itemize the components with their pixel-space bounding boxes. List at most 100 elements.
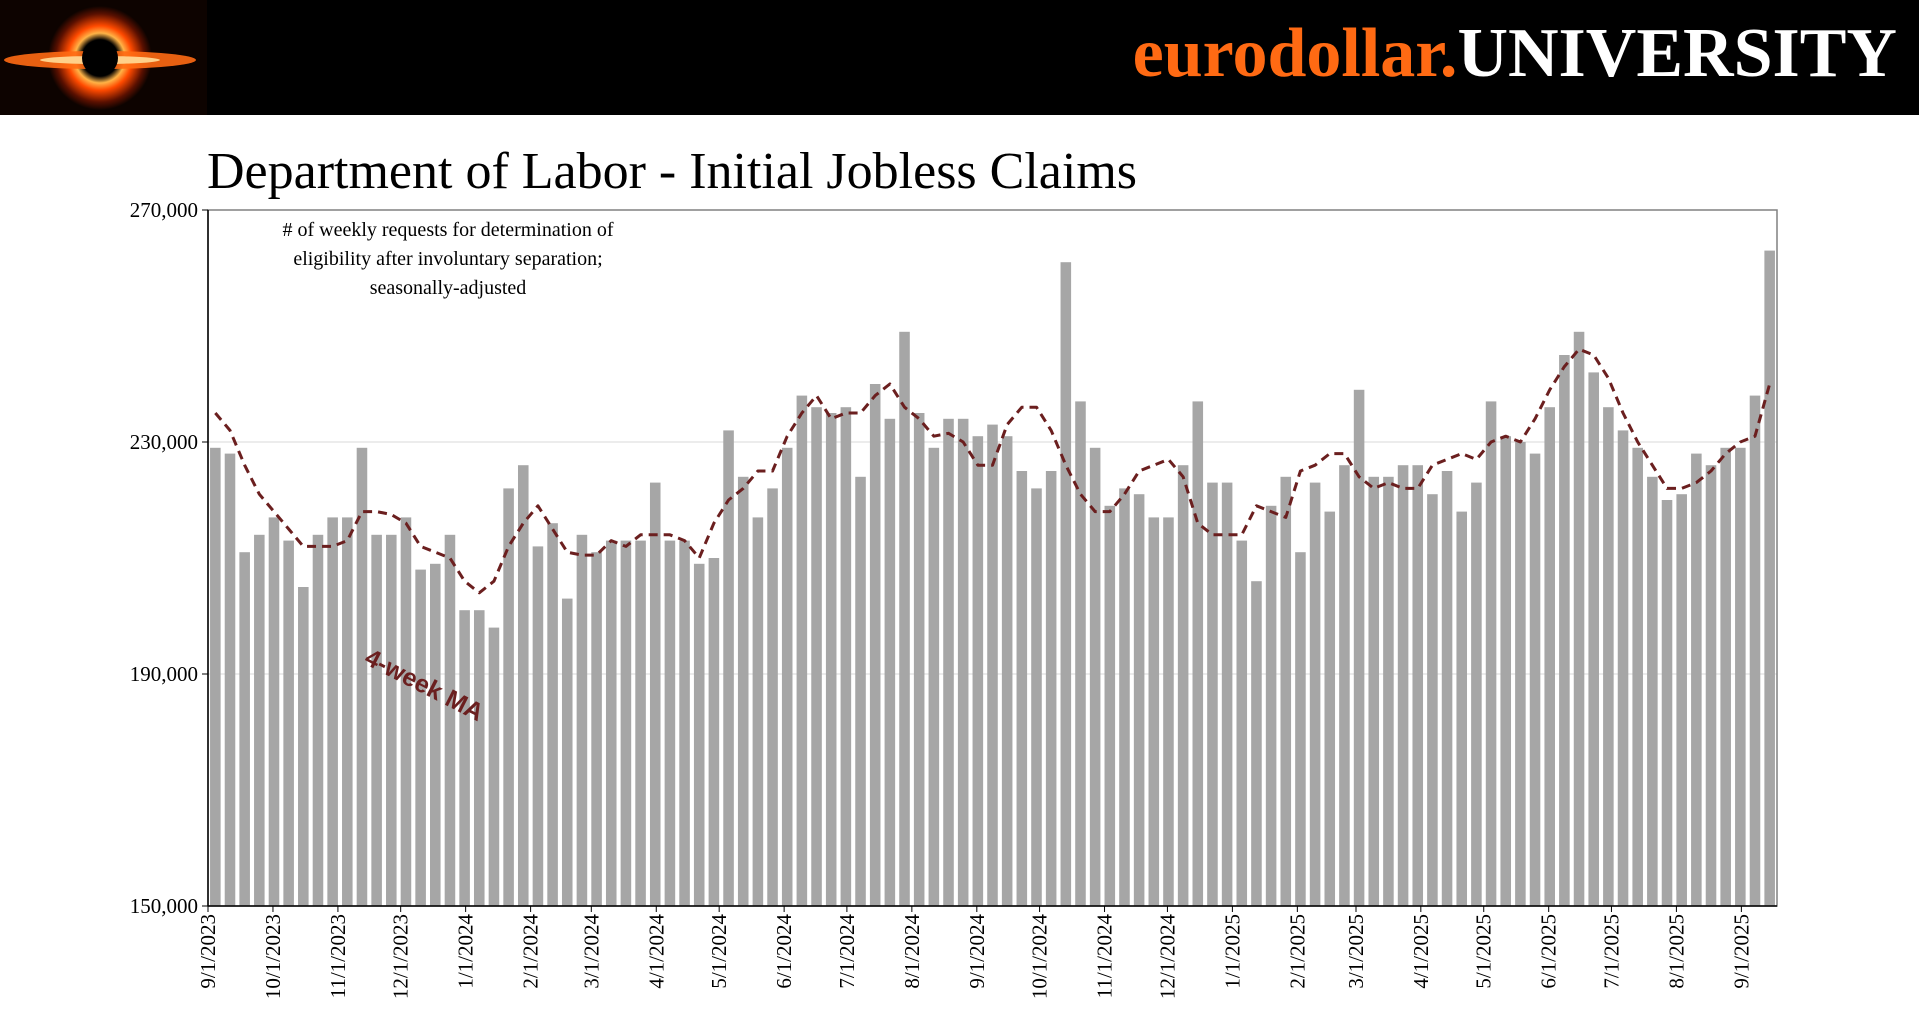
bar bbox=[1544, 407, 1555, 906]
x-tick-label: 8/1/2025 bbox=[1664, 914, 1688, 989]
bar bbox=[1324, 511, 1336, 906]
bar bbox=[327, 517, 338, 906]
bar bbox=[752, 517, 764, 906]
bar bbox=[708, 558, 720, 906]
bar bbox=[913, 413, 925, 906]
bar bbox=[1265, 505, 1277, 906]
bar bbox=[517, 465, 529, 906]
bar bbox=[1104, 505, 1116, 906]
x-tick-label: 11/1/2023 bbox=[326, 914, 350, 998]
y-tick-label: 270,000 bbox=[130, 198, 198, 222]
x-tick-label: 11/1/2024 bbox=[1093, 914, 1117, 999]
bar bbox=[899, 331, 910, 906]
x-tick-label: 10/1/2023 bbox=[261, 914, 285, 999]
bar bbox=[1617, 430, 1629, 906]
bar bbox=[1471, 482, 1482, 906]
x-tick-label: 2/1/2024 bbox=[519, 914, 543, 989]
bar bbox=[1045, 471, 1057, 906]
bar bbox=[840, 407, 852, 906]
black-hole-logo bbox=[0, 0, 207, 115]
bar bbox=[268, 517, 280, 906]
bar bbox=[532, 546, 544, 906]
bar bbox=[649, 482, 661, 906]
bar bbox=[1001, 436, 1013, 906]
x-tick-label: 12/1/2023 bbox=[389, 914, 413, 999]
bar bbox=[1573, 331, 1585, 906]
y-tick-label: 190,000 bbox=[130, 662, 198, 686]
moving-average-line bbox=[214, 347, 1772, 595]
bar bbox=[855, 476, 866, 906]
x-tick-label: 3/1/2025 bbox=[1344, 914, 1368, 989]
bar bbox=[503, 488, 514, 906]
bar bbox=[1221, 482, 1233, 906]
bar bbox=[605, 540, 617, 906]
chart-title: Department of Labor - Initial Jobless Cl… bbox=[207, 143, 1138, 200]
bar bbox=[386, 534, 397, 906]
bar bbox=[210, 447, 221, 906]
bar bbox=[1515, 442, 1526, 906]
bar bbox=[1559, 355, 1570, 906]
bar bbox=[1353, 389, 1365, 906]
bar bbox=[239, 552, 250, 906]
bar bbox=[1383, 476, 1394, 906]
bar bbox=[737, 476, 749, 906]
bar bbox=[1603, 407, 1614, 906]
annotation-line: # of weekly requests for determination o… bbox=[282, 219, 613, 241]
bar bbox=[635, 540, 646, 906]
bar bbox=[1075, 401, 1086, 906]
bar bbox=[1441, 471, 1453, 906]
x-tick-label: 6/1/2024 bbox=[772, 914, 796, 989]
bar bbox=[1251, 581, 1262, 906]
bar bbox=[1148, 517, 1160, 906]
bar bbox=[1691, 453, 1702, 906]
bar bbox=[342, 517, 353, 906]
bar bbox=[1529, 453, 1541, 906]
jobless-claims-chart: 150,000 190,000 230,000 270,000 9/1/2023 10/1… bbox=[130, 198, 1778, 1000]
bar bbox=[825, 413, 837, 906]
bar bbox=[928, 447, 940, 906]
bar bbox=[356, 447, 368, 906]
bar bbox=[1456, 511, 1468, 906]
bar bbox=[1412, 465, 1424, 906]
bar bbox=[723, 430, 734, 906]
x-tick-label: 10/1/2024 bbox=[1028, 914, 1052, 1000]
x-tick-label: 5/1/2025 bbox=[1472, 914, 1496, 989]
bar bbox=[1309, 482, 1321, 906]
annotation-line: seasonally-adjusted bbox=[370, 277, 527, 299]
bar bbox=[693, 563, 705, 906]
bar bbox=[1368, 476, 1380, 906]
x-tick-label: 1/1/2025 bbox=[1220, 914, 1244, 989]
bar bbox=[1192, 401, 1204, 906]
bar bbox=[224, 453, 236, 906]
bar bbox=[561, 598, 573, 906]
annotation-line: eligibility after involuntary separation… bbox=[293, 248, 602, 270]
bar bbox=[1280, 476, 1292, 906]
bar bbox=[664, 540, 676, 906]
bar bbox=[1236, 540, 1248, 906]
header-bar: eurodollar.UNIVERSITY bbox=[0, 0, 1919, 115]
bar bbox=[459, 610, 470, 906]
bar bbox=[1749, 395, 1761, 906]
bar bbox=[298, 587, 309, 906]
bar bbox=[620, 540, 632, 906]
bar bbox=[415, 569, 426, 906]
bar bbox=[767, 488, 778, 906]
x-tick-label: 6/1/2025 bbox=[1537, 914, 1561, 989]
x-tick-label: 3/1/2024 bbox=[579, 914, 603, 989]
bar bbox=[1119, 488, 1130, 906]
bar bbox=[547, 523, 558, 906]
bar bbox=[473, 610, 485, 906]
bar bbox=[254, 534, 265, 906]
bar bbox=[987, 424, 998, 906]
black-hole-icon bbox=[4, 6, 196, 110]
bar bbox=[1500, 436, 1512, 906]
bar bbox=[972, 436, 984, 906]
bar bbox=[283, 540, 294, 906]
x-tick-label: 8/1/2024 bbox=[900, 914, 924, 989]
x-tick-label: 4/1/2024 bbox=[644, 914, 668, 989]
bar bbox=[1397, 465, 1409, 906]
bar bbox=[1207, 482, 1218, 906]
bar bbox=[1089, 447, 1101, 906]
brand-part-university: UNIVERSITY bbox=[1457, 15, 1897, 92]
bar bbox=[1339, 465, 1350, 906]
